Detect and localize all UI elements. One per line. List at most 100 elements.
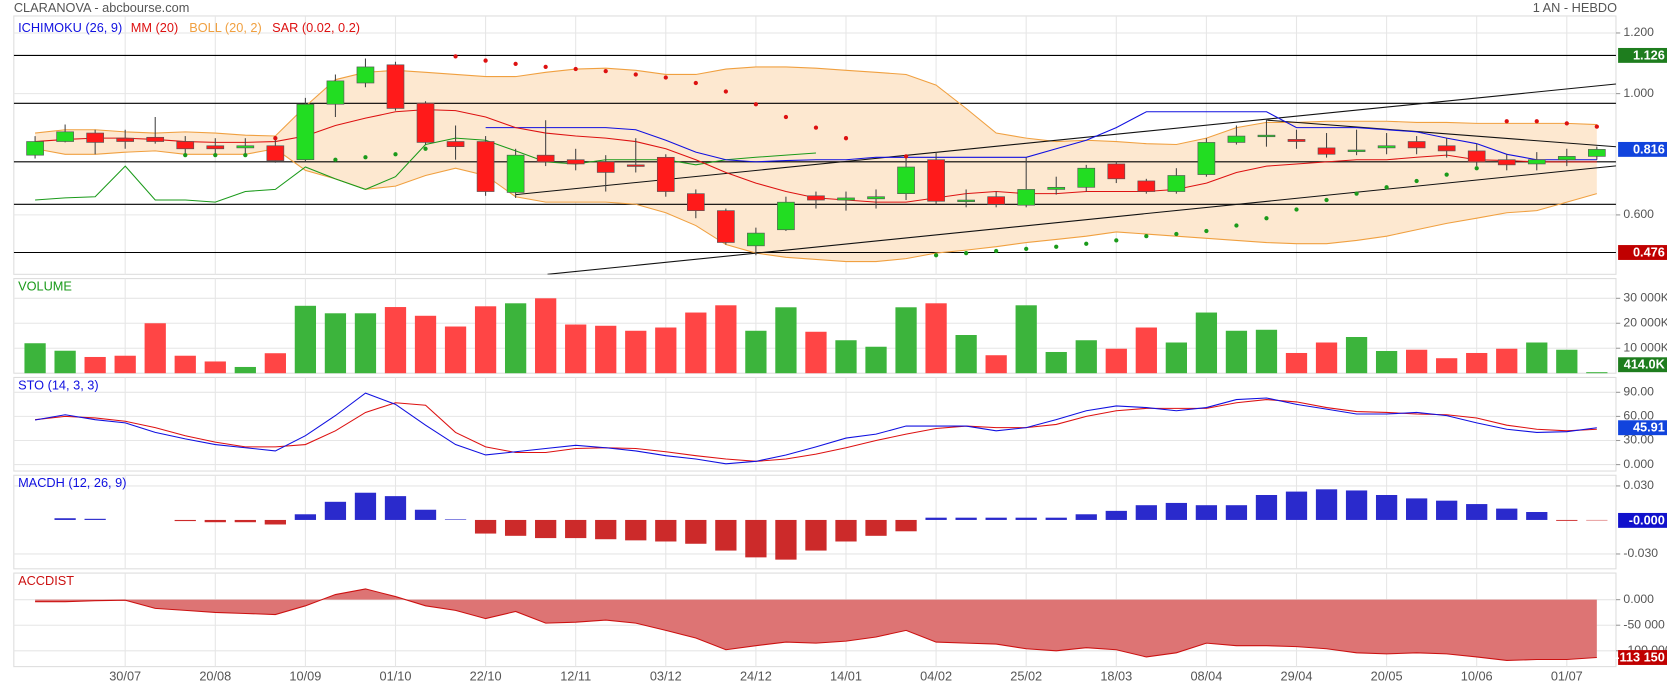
bar (535, 298, 557, 374)
candle-body (1467, 150, 1486, 163)
x-tick-label: 01/10 (380, 669, 412, 684)
x-tick-label: 20/08 (199, 669, 231, 684)
bar (234, 519, 256, 523)
sar-dot (994, 248, 999, 254)
value-tag (1618, 245, 1667, 260)
candle-body (1557, 156, 1576, 161)
bar (264, 353, 286, 374)
candle-body (356, 66, 375, 84)
bar (474, 519, 497, 534)
candle-body (987, 196, 1005, 205)
candle-body (536, 154, 555, 163)
bar (895, 307, 917, 374)
candle-body (777, 201, 795, 231)
legend-entry: MM (20) (131, 20, 178, 35)
sar-dot (1534, 119, 1539, 124)
panel-title: ACCDIST (18, 573, 74, 588)
bar (1225, 505, 1248, 520)
bar (54, 518, 76, 520)
sar-dot (603, 69, 608, 74)
candle-body (1227, 135, 1246, 143)
bar (985, 355, 1007, 374)
bar (565, 324, 587, 374)
sar-dot (964, 250, 969, 256)
sar-dot (1294, 207, 1299, 212)
bar (204, 361, 226, 374)
candle-body (86, 132, 104, 143)
bar (595, 519, 617, 540)
panel-frame (13, 15, 1617, 275)
bar (324, 313, 347, 374)
y-tick-label: 1.000 (1623, 86, 1654, 100)
y-tick-label: 0.030 (1623, 478, 1654, 492)
candle-body (1257, 134, 1276, 138)
trendline (1267, 119, 1616, 148)
bar (835, 340, 857, 374)
value-tag (1618, 420, 1667, 436)
candle-body (957, 199, 975, 202)
sar-dot (903, 154, 909, 159)
boll-upper (35, 66, 1597, 146)
sar-dot (933, 253, 939, 258)
bar (1135, 505, 1157, 520)
sar-dot (513, 61, 518, 67)
bar (1075, 340, 1097, 374)
candle-body (1287, 139, 1306, 142)
candle-body (1047, 186, 1066, 190)
sar-dot (1474, 166, 1479, 171)
value-tag (1618, 650, 1667, 665)
value-tag (1618, 512, 1667, 528)
x-tick-label: 12/11 (560, 669, 591, 684)
sar-dot (1144, 234, 1149, 239)
sar-dot (813, 125, 819, 130)
candle-body (1197, 142, 1216, 175)
y-tick-label: 20 000K (1623, 316, 1667, 330)
bar (444, 326, 467, 374)
candle-body (837, 197, 855, 201)
sar-dot (843, 136, 849, 141)
candle-body (626, 164, 645, 167)
value-tag-label: -113 150 (1615, 649, 1665, 664)
bar (1466, 504, 1488, 520)
bar (1526, 342, 1548, 374)
candle-body (1107, 163, 1126, 180)
bar (1135, 327, 1157, 374)
candle-body (1377, 145, 1396, 149)
bar (625, 519, 647, 541)
candle-body (326, 80, 345, 105)
trendline (515, 83, 1616, 196)
sar-dot (1114, 238, 1119, 243)
panel-frame (13, 376, 1617, 472)
sar-dot (183, 153, 188, 158)
sar-dot (783, 114, 789, 120)
bar (1015, 517, 1037, 520)
y-tick-label: 10 000K (1623, 340, 1667, 354)
sar-dot (1054, 244, 1059, 249)
sar-dot (1264, 216, 1269, 221)
candle-body (807, 195, 825, 201)
x-tick-label: 04/02 (920, 669, 952, 684)
y-tick-label: 90.00 (1623, 385, 1654, 399)
candle-body (146, 136, 165, 142)
sar-dot (453, 54, 458, 59)
panel-title: VOLUME (18, 278, 72, 293)
sar-dot (1174, 231, 1179, 237)
line-series (35, 399, 1597, 462)
bar (384, 496, 407, 520)
candle-body (1137, 180, 1156, 192)
candle-body (1588, 149, 1606, 157)
bar (1015, 305, 1037, 374)
bar (1165, 342, 1187, 374)
sar-dot (573, 66, 578, 72)
bar (1255, 494, 1278, 520)
sar-dot (393, 152, 398, 157)
candle-body (897, 166, 915, 194)
bar (84, 518, 106, 520)
sar-dot (1024, 246, 1029, 251)
sar-dot (333, 157, 338, 162)
period-label: 1 AN - HEBDO (1533, 0, 1617, 15)
value-tag (1618, 141, 1667, 157)
bar (1375, 350, 1398, 374)
bar (1225, 330, 1248, 374)
